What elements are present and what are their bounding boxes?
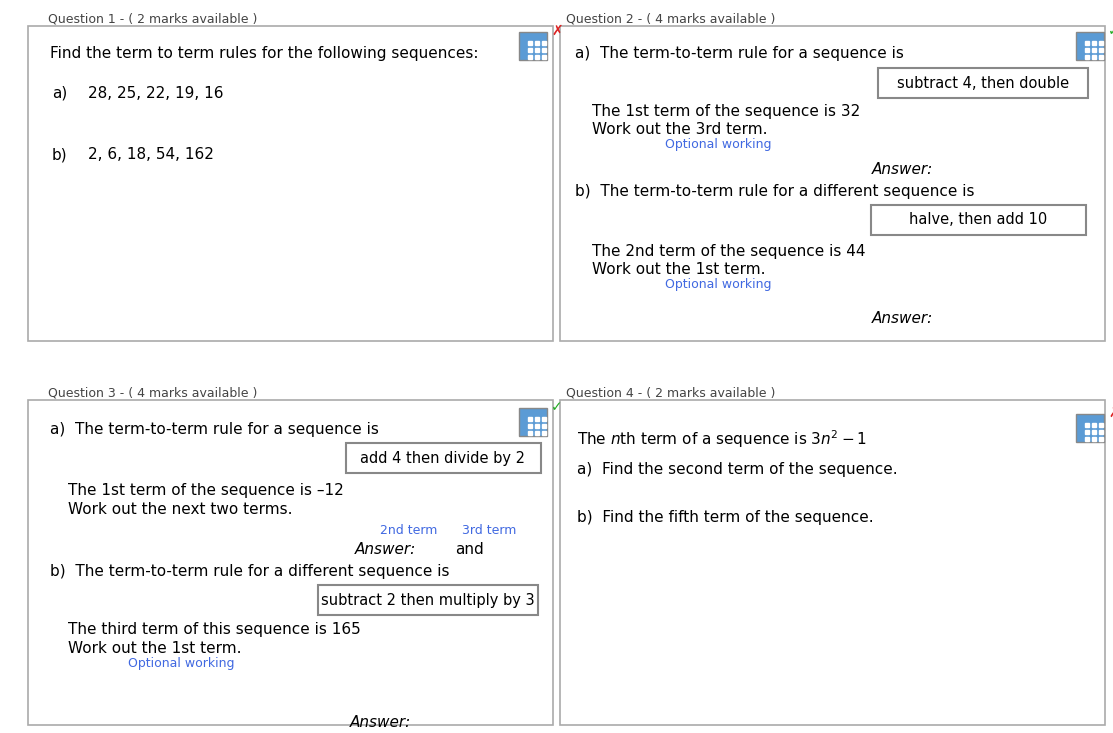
Text: subtract 4, then double: subtract 4, then double: [897, 75, 1070, 90]
Text: Answer:: Answer:: [355, 542, 416, 557]
Text: Question 1 - ( 2 marks available ): Question 1 - ( 2 marks available ): [48, 13, 257, 26]
FancyBboxPatch shape: [878, 68, 1089, 98]
Text: ✗: ✗: [1109, 406, 1113, 420]
FancyBboxPatch shape: [28, 26, 553, 341]
Text: 28, 25, 22, 19, 16: 28, 25, 22, 19, 16: [88, 86, 224, 101]
Text: subtract 2 then multiply by 3: subtract 2 then multiply by 3: [322, 592, 535, 608]
Text: The third term of this sequence is 165: The third term of this sequence is 165: [68, 622, 361, 637]
FancyBboxPatch shape: [871, 205, 1086, 235]
Text: add 4 then divide by 2: add 4 then divide by 2: [361, 451, 525, 465]
Text: Answer:: Answer:: [871, 162, 933, 177]
Text: Answer:: Answer:: [871, 311, 933, 326]
Text: halve, then add 10: halve, then add 10: [909, 213, 1047, 227]
Text: ✓: ✓: [551, 400, 563, 414]
Text: Optional working: Optional working: [664, 138, 771, 151]
Text: The 2nd term of the sequence is 44: The 2nd term of the sequence is 44: [592, 244, 866, 259]
Text: Work out the next two terms.: Work out the next two terms.: [68, 502, 293, 517]
Text: a)  The term-to-term rule for a sequence is: a) The term-to-term rule for a sequence …: [50, 422, 378, 437]
Text: a)  Find the second term of the sequence.: a) Find the second term of the sequence.: [577, 462, 897, 477]
Text: b)  Find the fifth term of the sequence.: b) Find the fifth term of the sequence.: [577, 510, 874, 525]
Text: Work out the 1st term.: Work out the 1st term.: [68, 641, 242, 656]
Text: 2, 6, 18, 54, 162: 2, 6, 18, 54, 162: [88, 147, 214, 162]
FancyBboxPatch shape: [519, 32, 546, 60]
FancyBboxPatch shape: [1076, 414, 1104, 442]
FancyBboxPatch shape: [560, 400, 1105, 725]
Text: Optional working: Optional working: [128, 657, 235, 670]
Text: 3rd term: 3rd term: [462, 524, 516, 537]
FancyBboxPatch shape: [346, 443, 541, 473]
Text: a): a): [52, 86, 67, 101]
Text: Work out the 3rd term.: Work out the 3rd term.: [592, 122, 768, 137]
Text: Work out the 1st term.: Work out the 1st term.: [592, 262, 766, 277]
Text: b)  The term-to-term rule for a different sequence is: b) The term-to-term rule for a different…: [575, 184, 975, 199]
FancyBboxPatch shape: [318, 585, 538, 615]
Text: Question 2 - ( 4 marks available ): Question 2 - ( 4 marks available ): [567, 13, 776, 26]
Text: 2nd term: 2nd term: [380, 524, 437, 537]
FancyBboxPatch shape: [519, 408, 546, 436]
Text: Question 3 - ( 4 marks available ): Question 3 - ( 4 marks available ): [48, 386, 257, 399]
FancyBboxPatch shape: [560, 26, 1105, 341]
Text: Answer:: Answer:: [349, 715, 411, 730]
Text: The 1st term of the sequence is 32: The 1st term of the sequence is 32: [592, 104, 860, 119]
Text: The 1st term of the sequence is –12: The 1st term of the sequence is –12: [68, 483, 344, 498]
Text: a)  The term-to-term rule for a sequence is: a) The term-to-term rule for a sequence …: [575, 46, 904, 61]
Text: Question 4 - ( 2 marks available ): Question 4 - ( 2 marks available ): [567, 386, 776, 399]
Text: b)  The term-to-term rule for a different sequence is: b) The term-to-term rule for a different…: [50, 564, 450, 579]
Text: b): b): [52, 147, 68, 162]
Text: ✓: ✓: [1109, 24, 1113, 38]
Text: The $n$th term of a sequence is $3n^2-1$: The $n$th term of a sequence is $3n^2-1$: [577, 428, 867, 450]
FancyBboxPatch shape: [1076, 32, 1104, 60]
Text: Optional working: Optional working: [664, 278, 771, 291]
FancyBboxPatch shape: [28, 400, 553, 725]
Text: and: and: [455, 542, 484, 557]
Text: Find the term to term rules for the following sequences:: Find the term to term rules for the foll…: [50, 46, 479, 61]
Text: ✗: ✗: [551, 24, 563, 38]
